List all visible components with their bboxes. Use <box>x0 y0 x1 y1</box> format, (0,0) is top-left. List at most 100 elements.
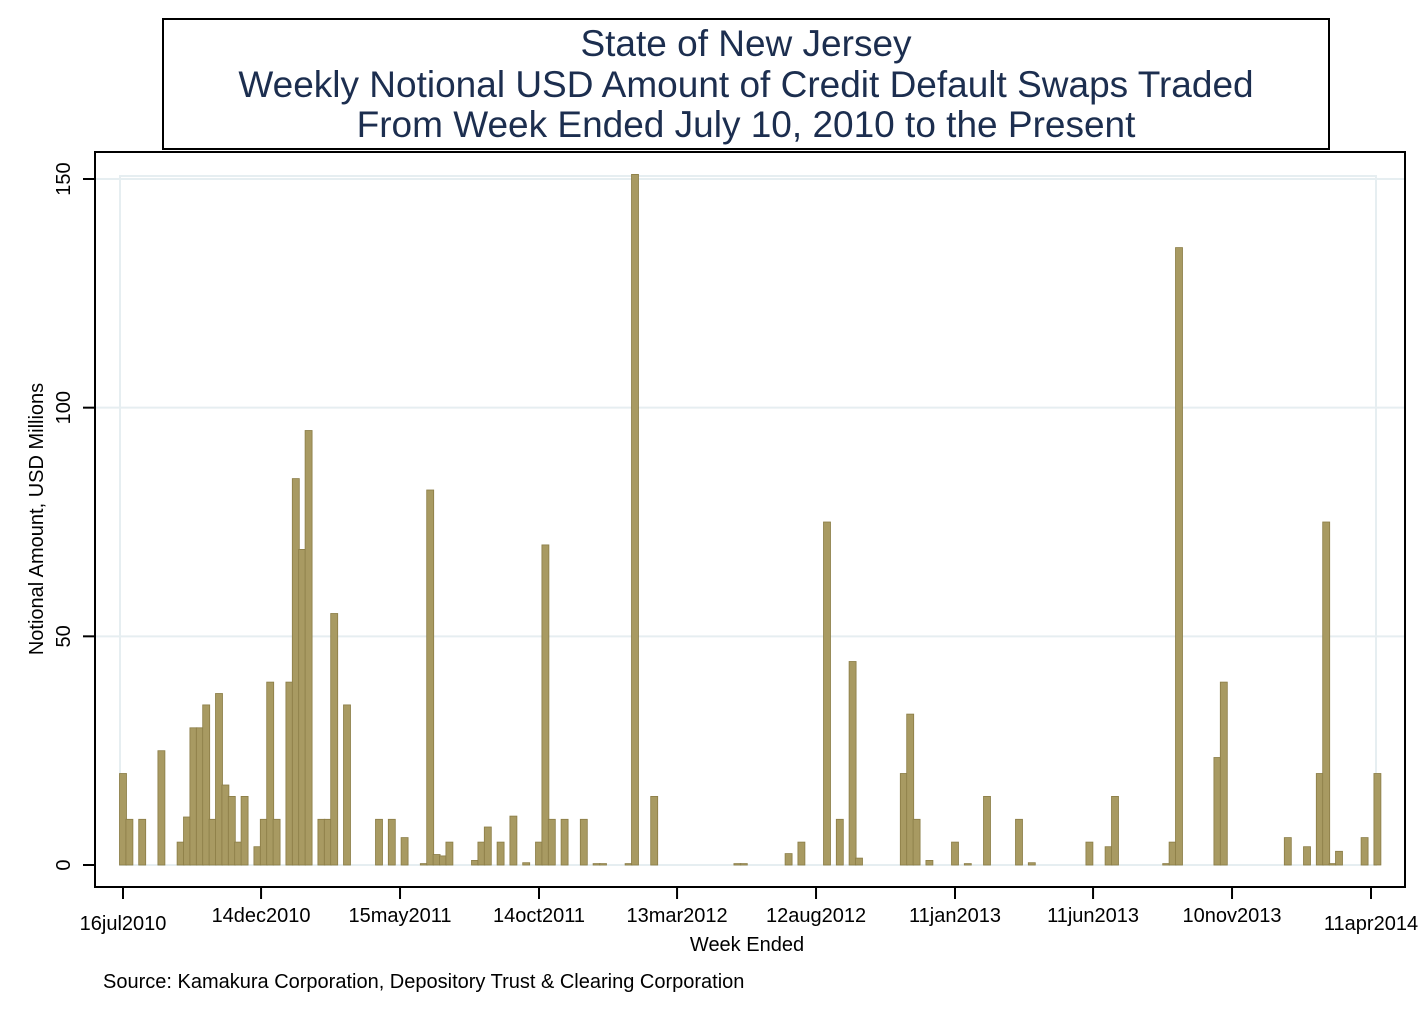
bar-35 <box>471 860 479 866</box>
bar-27 <box>375 818 383 866</box>
bar-74 <box>1213 757 1222 866</box>
bar-66 <box>1015 818 1023 866</box>
bar-52 <box>739 863 748 866</box>
bar-80 <box>1328 863 1337 866</box>
bar-41 <box>535 841 543 866</box>
chart-title-line-3: From Week Ended July 10, 2010 to the Pre… <box>356 104 1136 145</box>
bar-68 <box>1085 841 1094 866</box>
bar-11 <box>221 784 230 866</box>
bar-18 <box>272 818 281 866</box>
bar-81 <box>1335 850 1343 866</box>
bar-12 <box>227 796 236 866</box>
x-tick-label-11jan2013: 11jan2013 <box>909 905 1001 927</box>
bar-42 <box>541 544 550 866</box>
bar-65 <box>983 796 991 866</box>
chart-title-line-2: Weekly Notional USD Amount of Credit Def… <box>238 64 1254 105</box>
bar-28 <box>387 818 396 866</box>
bar-46 <box>592 863 601 866</box>
y-axis-label: Notional Amount, USD Millions <box>26 383 48 655</box>
bar-0 <box>119 773 127 866</box>
bar-6 <box>189 727 198 866</box>
bar-3 <box>157 750 166 866</box>
bar-44 <box>560 818 569 866</box>
bar-82 <box>1360 837 1369 866</box>
bar-48 <box>624 863 633 866</box>
bar-21 <box>298 549 307 866</box>
bar-70 <box>1111 796 1119 866</box>
bar-20 <box>291 478 300 866</box>
bar-32 <box>432 854 441 866</box>
bar-37 <box>483 826 492 866</box>
bar-57 <box>848 661 857 866</box>
bar-59 <box>899 773 908 866</box>
bar-31 <box>426 489 435 866</box>
bar-1 <box>125 818 134 866</box>
bar-72 <box>1168 841 1177 866</box>
source-note: Source: Kamakura Corporation, Depository… <box>103 971 744 993</box>
bar-79 <box>1322 521 1331 866</box>
bar-53 <box>784 853 793 866</box>
bar-40 <box>522 862 531 866</box>
bar-7 <box>195 727 204 866</box>
bar-33 <box>439 855 447 866</box>
x-tick-label-16jul2010: 16jul2010 <box>80 913 167 935</box>
bar-5 <box>183 816 191 866</box>
bar-24 <box>323 818 332 866</box>
y-tick-label-0: 0 <box>53 859 75 870</box>
bar-22 <box>304 430 313 866</box>
x-tick-label-11apr2014: 11apr2014 <box>1324 913 1418 935</box>
bar-9 <box>208 818 217 866</box>
bar-26 <box>343 704 351 866</box>
bar-23 <box>317 818 326 866</box>
plot-inner-frame <box>119 175 1377 866</box>
x-tick-label-15may2011: 15may2011 <box>349 905 452 927</box>
bar-54 <box>797 841 806 866</box>
chart-title-box: State of New Jersey Weekly Notional USD … <box>162 18 1330 150</box>
bar-17 <box>266 681 275 866</box>
y-axis-ticks: 0 50 100 150 <box>53 162 95 871</box>
bar-75 <box>1219 681 1228 866</box>
bar-15 <box>253 846 262 866</box>
bar-2 <box>138 818 147 866</box>
x-tick-label-14dec2010: 14dec2010 <box>212 905 311 927</box>
bar-78 <box>1315 773 1324 866</box>
bar-45 <box>579 818 588 866</box>
bar-49 <box>631 173 639 866</box>
x-tick-label-14oct2011: 14oct2011 <box>493 905 585 927</box>
bar-67 <box>1027 862 1036 866</box>
x-axis-ticks: 16jul2010 14dec2010 15may2011 14oct2011 13ma… <box>80 887 1418 935</box>
bar-25 <box>330 613 339 866</box>
bar-77 <box>1303 846 1311 866</box>
bar-10 <box>215 693 223 866</box>
bar-36 <box>477 841 486 866</box>
bar-76 <box>1283 837 1292 866</box>
bar-60 <box>906 713 915 866</box>
bar-64 <box>963 863 972 866</box>
bar-38 <box>496 841 505 866</box>
bar-55 <box>823 521 831 866</box>
bar-16 <box>259 818 268 866</box>
bar-39 <box>509 815 518 866</box>
bar-13 <box>234 841 243 866</box>
bar-19 <box>285 681 294 866</box>
bar-56 <box>835 818 844 866</box>
bar-34 <box>445 841 454 866</box>
x-axis-label: Week Ended <box>690 934 804 956</box>
bar-43 <box>547 818 556 866</box>
x-tick-label-13mar2012: 13mar2012 <box>626 905 727 927</box>
bar-30 <box>419 863 428 866</box>
bar-83 <box>1373 773 1382 866</box>
x-tick-label-11jun2013: 11jun2013 <box>1047 905 1139 927</box>
bar-58 <box>855 857 863 866</box>
bar-8 <box>202 704 211 866</box>
bar-62 <box>925 860 934 866</box>
bar-4 <box>176 841 185 866</box>
bar-50 <box>650 796 659 866</box>
x-tick-label-10nov2013: 10nov2013 <box>1183 905 1282 927</box>
gridlines <box>96 175 1404 866</box>
bar-71 <box>1162 863 1171 866</box>
y-tick-label-50: 50 <box>53 625 75 647</box>
bar-14 <box>240 796 249 866</box>
